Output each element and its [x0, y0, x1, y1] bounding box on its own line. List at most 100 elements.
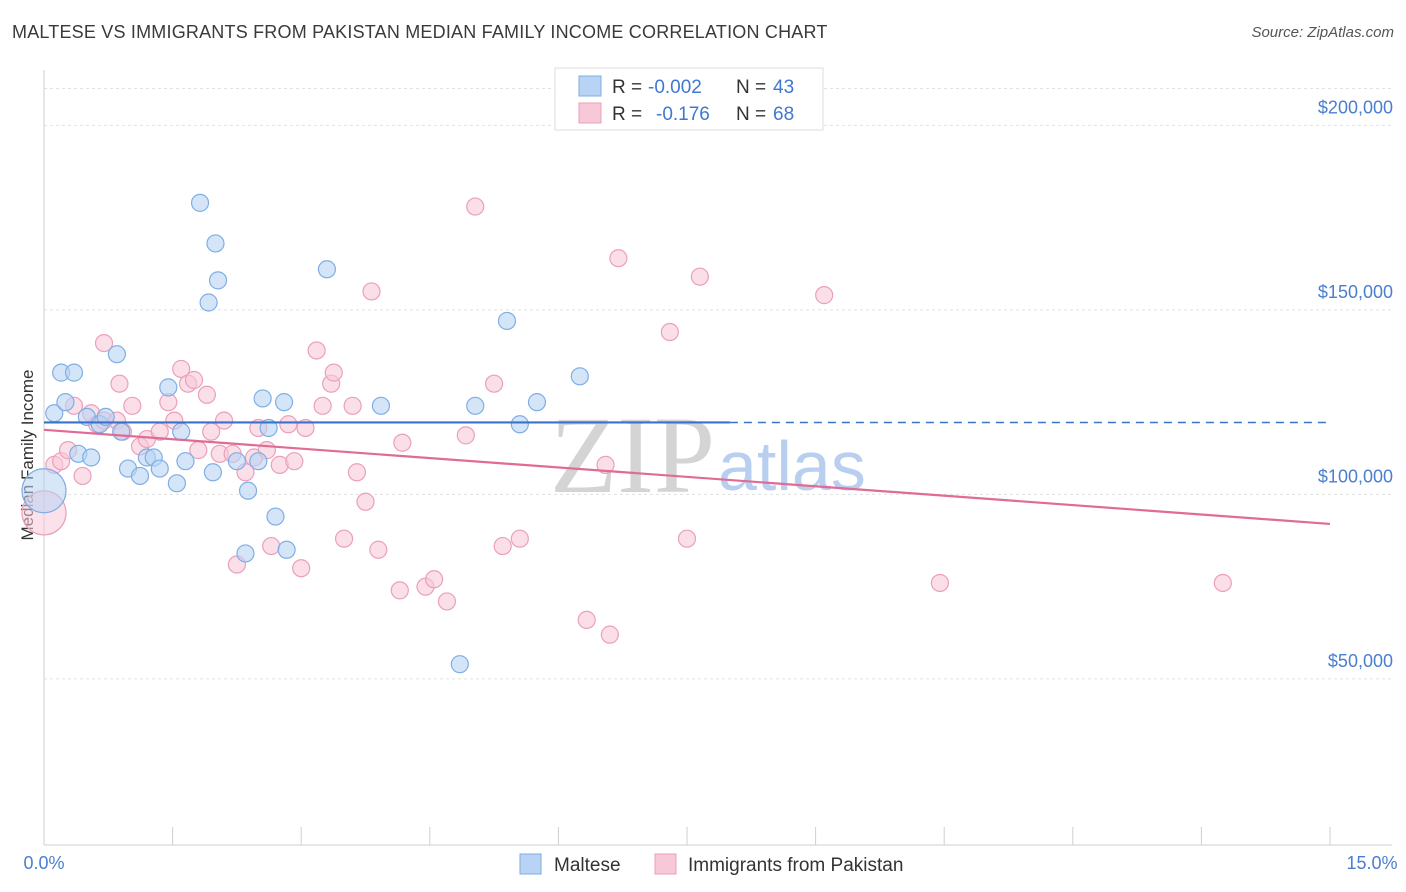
- pakistan-point: [596, 455, 615, 474]
- legend-n-label-maltese: N =: [736, 77, 766, 98]
- watermark-zip: ZIP: [550, 394, 715, 516]
- pakistan-point: [313, 396, 332, 415]
- maltese-point: [497, 311, 517, 331]
- pakistan-point: [815, 286, 834, 305]
- maltese-point: [64, 363, 84, 382]
- watermark-atlas: atlas: [718, 427, 866, 505]
- pakistan-point: [690, 267, 709, 286]
- pakistan-point: [369, 540, 388, 559]
- pakistan-point: [307, 341, 326, 360]
- maltese-point: [249, 452, 268, 471]
- maltese-point: [450, 655, 469, 674]
- legend-swatch-pakistan: [578, 102, 602, 124]
- watermark: ZIP atlas: [550, 394, 866, 516]
- bottom-legend-label-maltese: Maltese: [554, 855, 621, 876]
- pakistan-point: [172, 359, 191, 379]
- pakistan-point: [485, 374, 504, 393]
- maltese-point: [159, 378, 178, 397]
- legend-n-value-maltese: 43: [773, 77, 794, 98]
- x-tick-label-max: 15.0%: [1346, 853, 1397, 873]
- pakistan-point: [390, 581, 409, 600]
- maltese-point: [176, 452, 195, 471]
- maltese-point: [266, 507, 285, 526]
- legend-r-label-maltese: R =: [612, 77, 642, 98]
- legend: R = -0.002 N = 43 R = -0.176 N = 68: [554, 67, 824, 131]
- legend-swatch-maltese: [578, 75, 602, 97]
- pakistan-point: [437, 592, 457, 611]
- maltese-point: [21, 468, 67, 514]
- pakistan-point: [197, 385, 216, 404]
- pakistan-point: [214, 411, 234, 430]
- series-maltese-points: [21, 193, 589, 674]
- maltese-point: [96, 407, 115, 427]
- maltese-point: [112, 422, 131, 441]
- pakistan-point: [73, 466, 92, 486]
- pakistan-point: [493, 536, 512, 556]
- trend-lines: [43, 421, 1331, 526]
- pakistan-point: [123, 396, 142, 415]
- pakistan-point: [600, 625, 619, 644]
- maltese-point: [371, 396, 391, 415]
- maltese-point: [206, 234, 225, 253]
- grid: [44, 87, 1392, 680]
- maltese-point: [150, 459, 169, 478]
- pakistan-point: [609, 249, 628, 268]
- maltese-point: [203, 463, 222, 482]
- pakistan-point: [184, 370, 204, 390]
- y-tick-label: $100,000: [1318, 466, 1393, 486]
- pakistan-point: [262, 536, 281, 556]
- maltese-point: [570, 367, 589, 386]
- maltese-point: [466, 396, 485, 415]
- maltese-point: [107, 345, 126, 364]
- pakistan-point: [94, 333, 114, 353]
- maltese-point: [274, 393, 294, 412]
- chart-source: Source: ZipAtlas.com: [1251, 24, 1394, 41]
- trend-line-pakistan: [43, 428, 1331, 526]
- y-tick-label: $200,000: [1318, 97, 1393, 117]
- pakistan-point: [343, 396, 362, 415]
- maltese-point: [317, 260, 337, 279]
- pakistan-point: [424, 570, 444, 589]
- x-tick-label-min: 0.0%: [23, 853, 64, 873]
- axes: [43, 70, 1392, 846]
- pakistan-point: [660, 322, 679, 342]
- maltese-point: [167, 474, 186, 493]
- bottom-legend: Maltese Immigrants from Pakistan: [519, 853, 903, 876]
- pakistan-point: [930, 573, 950, 593]
- pakistan-point: [292, 559, 311, 578]
- pakistan-point: [279, 415, 298, 434]
- pakistan-point: [466, 197, 485, 216]
- pakistan-point: [110, 374, 129, 393]
- pakistan-point: [1213, 573, 1232, 593]
- pakistan-point: [334, 529, 354, 548]
- maltese-point: [199, 293, 218, 312]
- legend-n-label-pakistan: N =: [736, 104, 766, 125]
- pakistan-point: [510, 529, 529, 548]
- legend-r-value-maltese: -0.002: [648, 77, 702, 98]
- pakistan-point: [677, 529, 697, 548]
- pakistan-point: [324, 363, 343, 382]
- maltese-point: [277, 540, 296, 559]
- maltese-point: [227, 452, 246, 471]
- pakistan-point: [577, 610, 596, 629]
- pakistan-point: [285, 452, 304, 471]
- bottom-legend-swatch-pakistan: [654, 853, 677, 875]
- maltese-point: [82, 448, 101, 467]
- maltese-point: [56, 393, 75, 412]
- maltese-point: [527, 393, 547, 412]
- chart-title: MALTESE VS IMMIGRANTS FROM PAKISTAN MEDI…: [12, 22, 828, 42]
- maltese-point: [130, 466, 150, 486]
- bottom-legend-swatch-maltese: [519, 853, 542, 875]
- maltese-point: [238, 481, 258, 500]
- y-tick-label: $50,000: [1328, 651, 1393, 671]
- pakistan-point: [456, 426, 475, 445]
- maltese-point: [172, 422, 191, 441]
- pakistan-point: [356, 492, 375, 511]
- maltese-point: [236, 544, 255, 563]
- bottom-legend-label-pakistan: Immigrants from Pakistan: [688, 855, 903, 876]
- maltese-point: [510, 415, 529, 434]
- pakistan-point: [296, 418, 315, 438]
- maltese-point: [259, 418, 278, 438]
- pakistan-point: [393, 433, 412, 452]
- legend-n-value-pakistan: 68: [773, 104, 794, 125]
